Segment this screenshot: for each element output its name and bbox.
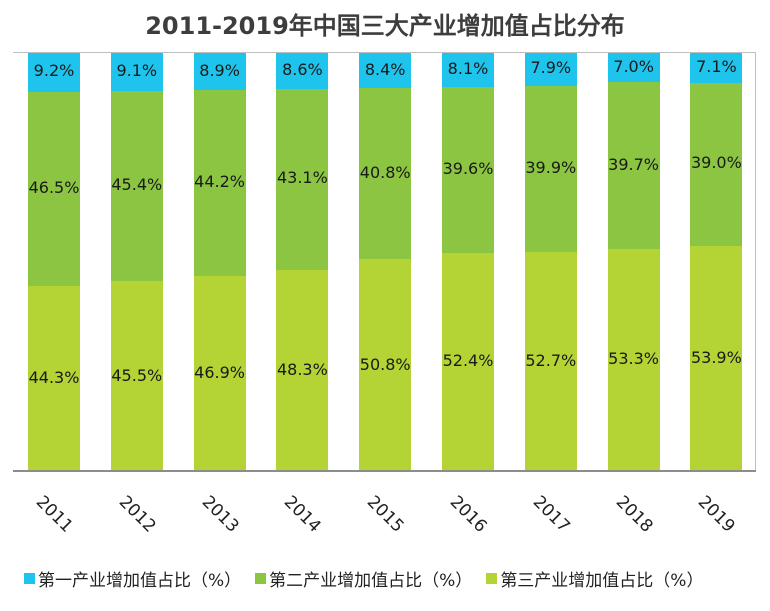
bar-segment-series-2: 46.5% [28, 91, 80, 287]
bar-segment-series-1: 7.1% [690, 53, 743, 83]
bar-2017: 52.7% 39.9% 7.9% [524, 53, 577, 472]
bar-segment-series-2: 39.0% [690, 82, 743, 247]
data-label: 46.9% [194, 362, 245, 382]
bar-segment-series-3: 50.8% [359, 259, 412, 472]
data-label: 43.1% [276, 168, 328, 188]
x-tick-label: 2016 [445, 492, 491, 537]
bar-segment-series-3: 46.9% [193, 275, 246, 472]
data-label: 48.3% [276, 359, 328, 379]
legend-label: 第三产业增加值占比（%） [500, 571, 704, 591]
data-label: 52.7% [525, 351, 577, 371]
legend-item-series-1: 第一产业增加值占比（%） [24, 566, 241, 591]
chart-title: 2011-2019年中国三大产业增加值占比分布 [145, 12, 625, 40]
legend-item-series-2: 第二产业增加值占比（%） [255, 566, 472, 591]
bar-segment-series-3: 45.5% [110, 281, 163, 472]
bar-segment-series-1: 7.0% [607, 53, 660, 83]
legend-swatch-icon [24, 573, 35, 584]
bar-segment-series-1: 8.4% [359, 53, 412, 89]
data-label: 52.4% [442, 351, 494, 371]
legend: 第一产业增加值占比（%） 第二产业增加值占比（%） 第三产业增加值占比（%） [24, 566, 717, 591]
plot-area: 44.3% 46.5% 9.2% 45.5% 45.4% 9.1% 46.9% 44.2% 8.… [13, 52, 756, 472]
bar-segment-series-2: 39.9% [524, 85, 577, 253]
bar-2012: 45.5% 45.4% 9.1% [110, 53, 163, 472]
bar-2018: 53.3% 39.7% 7.0% [607, 53, 660, 472]
legend-label: 第一产业增加值占比（%） [38, 571, 242, 591]
data-label: 39.0% [690, 153, 742, 173]
legend-swatch-icon [255, 573, 267, 584]
bar-2019: 53.9% 39.0% 7.1% [690, 53, 743, 472]
legend-label: 第二产业增加值占比（%） [269, 571, 473, 591]
data-label: 39.6% [442, 158, 494, 178]
bar-segment-series-2: 43.1% [276, 89, 329, 270]
bar-segment-series-3: 53.9% [690, 246, 743, 472]
data-label: 45.4% [111, 175, 163, 195]
data-label: 44.3% [28, 368, 80, 388]
bar-segment-series-3: 52.4% [442, 252, 494, 472]
bar-2011: 44.3% 46.5% 9.2% [28, 53, 80, 472]
data-label: 53.3% [608, 349, 659, 369]
bar-segment-series-2: 44.2% [193, 90, 246, 276]
data-label: 9.1% [116, 61, 158, 81]
x-tick-label: 2015 [363, 492, 408, 537]
bar-segment-series-3: 48.3% [276, 269, 329, 472]
x-tick-label: 2013 [197, 492, 243, 537]
data-label: 8.6% [282, 60, 323, 80]
x-tick-label: 2018 [611, 492, 657, 537]
data-label: 7.0% [613, 56, 654, 76]
bar-segment-series-2: 39.7% [607, 82, 660, 249]
bar-2014: 48.3% 43.1% 8.6% [276, 53, 329, 472]
legend-swatch-icon [486, 573, 498, 584]
bar-segment-series-1: 8.6% [276, 53, 329, 90]
x-tick-label: 2019 [694, 492, 739, 537]
bar-segment-series-2: 39.6% [442, 86, 494, 253]
bar-segment-series-3: 52.7% [524, 252, 577, 472]
bar-segment-series-2: 45.4% [110, 91, 163, 282]
data-label: 44.2% [194, 171, 245, 191]
bar-2015: 50.8% 40.8% 8.4% [359, 53, 412, 472]
bar-2016: 52.4% 39.6% 8.1% [442, 53, 494, 472]
bar-segment-series-1: 9.1% [110, 53, 163, 92]
bar-segment-series-1: 7.9% [524, 53, 577, 86]
data-label: 39.9% [525, 158, 577, 178]
x-tick-label: 2017 [528, 492, 574, 537]
data-label: 53.9% [690, 348, 742, 368]
bar-segment-series-1: 9.2% [28, 53, 80, 92]
x-tick-label: 2014 [280, 492, 325, 537]
legend-item-series-3: 第三产业增加值占比（%） [486, 566, 703, 591]
x-tick-label: 2011 [31, 492, 77, 537]
data-label: 40.8% [359, 162, 411, 182]
data-label: 50.8% [359, 354, 411, 374]
bar-segment-series-3: 53.3% [607, 248, 660, 472]
data-label: 8.4% [364, 59, 406, 79]
bar-segment-series-2: 40.8% [359, 88, 412, 260]
x-axis-line [13, 470, 756, 472]
data-label: 7.9% [530, 58, 572, 78]
bar-segment-series-1: 8.1% [442, 53, 494, 87]
data-label: 7.1% [696, 56, 737, 76]
bar-2013: 46.9% 44.2% 8.9% [193, 53, 246, 472]
data-label: 39.7% [608, 154, 659, 174]
bar-segment-series-3: 44.3% [28, 286, 80, 472]
data-label: 45.5% [111, 365, 163, 385]
data-label: 8.9% [199, 60, 240, 80]
data-label: 8.1% [447, 58, 489, 78]
bar-segment-series-1: 8.9% [193, 53, 246, 91]
x-tick-label: 2012 [114, 492, 160, 537]
data-label: 46.5% [28, 177, 80, 197]
data-label: 9.2% [33, 61, 75, 81]
